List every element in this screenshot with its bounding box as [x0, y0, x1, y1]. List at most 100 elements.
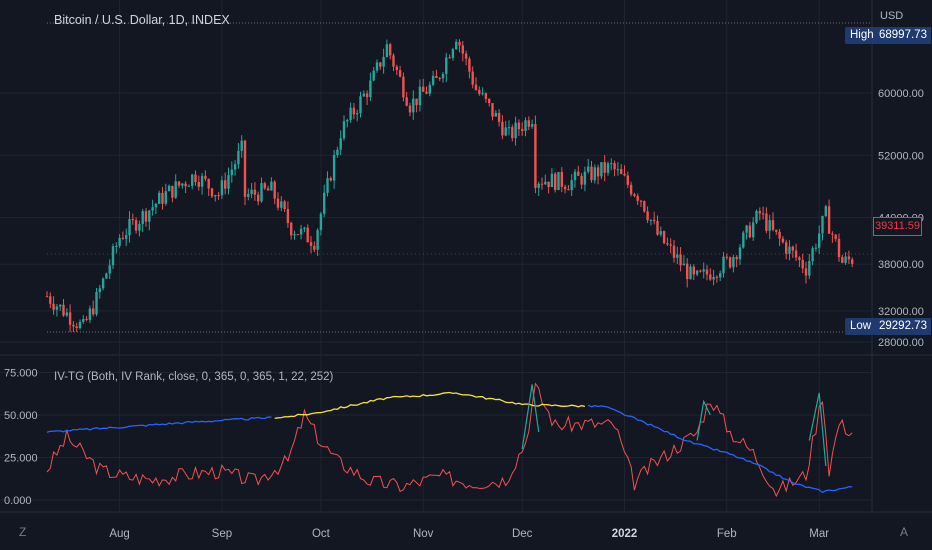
candle — [709, 268, 712, 281]
candle — [841, 254, 844, 264]
candle — [339, 130, 342, 156]
candle-body — [738, 247, 742, 260]
candle — [131, 213, 134, 225]
candle-body — [643, 201, 646, 212]
high-badge: High — [845, 27, 879, 44]
candle-body — [613, 163, 616, 170]
candle — [68, 304, 72, 332]
candle — [220, 175, 224, 199]
candle-body — [629, 184, 633, 195]
candle-body — [748, 225, 752, 238]
candle — [451, 47, 455, 61]
candle — [534, 115, 537, 194]
candle — [115, 242, 118, 254]
candle — [570, 174, 573, 197]
candle-body — [332, 154, 336, 181]
candle-body — [593, 167, 596, 181]
candle-body — [174, 181, 177, 198]
candle-body — [804, 268, 808, 276]
candle-body — [217, 195, 220, 197]
candle-body — [131, 219, 134, 221]
timezone-button[interactable]: Z — [19, 525, 27, 539]
candle — [662, 230, 666, 245]
candle-body — [570, 180, 573, 191]
candle-body — [260, 183, 263, 202]
candle-body — [722, 256, 725, 274]
candle-body — [207, 179, 210, 189]
x-tick-label: Sep — [212, 528, 232, 540]
candle — [616, 162, 620, 176]
candle — [758, 207, 761, 221]
candle-body — [620, 169, 623, 174]
indicator-tick-label: 50.000 — [4, 410, 38, 422]
candle-body — [719, 273, 722, 278]
candle-body — [293, 234, 296, 236]
candle-body — [705, 269, 709, 275]
candle — [847, 250, 851, 265]
candle — [197, 175, 200, 191]
x-tick-label: Aug — [109, 528, 129, 540]
candle — [303, 226, 306, 233]
currency-label: USD — [880, 10, 904, 22]
candle — [554, 172, 557, 193]
candle-body — [108, 265, 111, 274]
candle — [105, 272, 108, 279]
candle — [210, 187, 214, 199]
candle — [174, 174, 177, 199]
candle — [808, 254, 811, 280]
x-tick-label: Feb — [717, 528, 737, 540]
candle-body — [164, 191, 167, 204]
candle — [679, 247, 682, 272]
candle-body — [560, 172, 563, 187]
candle-body — [115, 245, 118, 247]
candle-body — [669, 244, 672, 246]
candle-body — [306, 227, 309, 243]
candle — [167, 184, 171, 192]
candle — [722, 251, 725, 278]
candle-body — [623, 173, 626, 176]
candle-body — [577, 171, 580, 176]
candle-body — [468, 58, 471, 72]
candle-body — [573, 171, 577, 181]
candle — [336, 146, 339, 158]
candle — [59, 304, 62, 311]
candle-body — [626, 175, 629, 185]
candle-body — [785, 242, 788, 254]
candle-body — [441, 74, 445, 79]
candle — [431, 70, 435, 86]
candle-body — [448, 57, 451, 59]
candle — [313, 241, 316, 253]
candle-body — [85, 318, 88, 320]
candle-body — [821, 215, 824, 234]
candle — [75, 322, 78, 332]
candle — [181, 183, 184, 189]
candle-body — [689, 266, 692, 280]
candle — [804, 261, 808, 284]
candle-body — [339, 138, 342, 150]
candle — [125, 228, 128, 247]
candle — [464, 50, 468, 66]
candle — [296, 233, 299, 236]
candle — [669, 238, 672, 254]
candle-body — [88, 308, 92, 320]
candle-body — [464, 53, 468, 59]
candle-body — [530, 124, 534, 127]
candle-body — [666, 243, 669, 245]
candle — [138, 220, 141, 237]
candle-body — [431, 75, 435, 85]
candle — [372, 66, 375, 82]
candle — [580, 173, 583, 189]
candle-body — [636, 195, 639, 201]
candle-body — [128, 219, 131, 236]
candle-body — [276, 198, 280, 208]
candle-body — [606, 163, 610, 173]
candle — [527, 116, 530, 131]
candle — [253, 182, 257, 201]
candle-body — [78, 321, 82, 329]
candle — [851, 257, 854, 268]
auto-scale-button[interactable]: A — [900, 525, 909, 539]
candle-body — [455, 41, 458, 50]
candle-body — [286, 209, 290, 223]
candle-body — [52, 303, 55, 310]
